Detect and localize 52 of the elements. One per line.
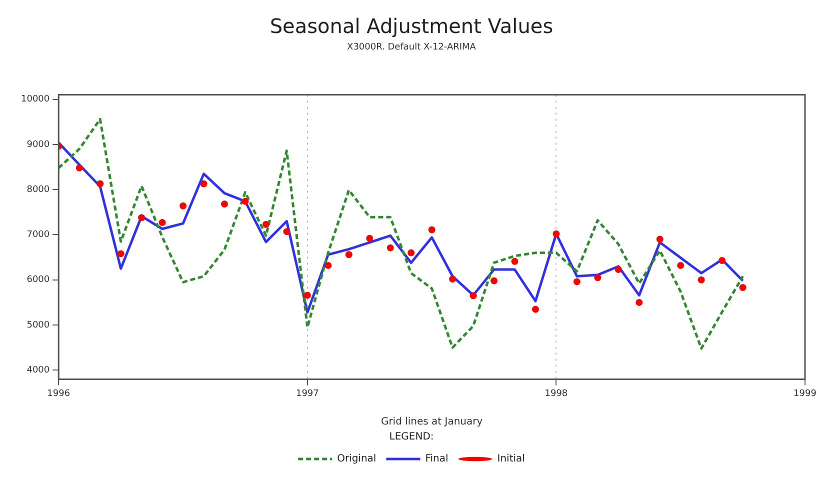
point: [636, 298, 643, 306]
point: [76, 164, 83, 172]
point: [490, 277, 498, 284]
point: [117, 250, 124, 258]
point: [180, 202, 187, 210]
chart-title: Seasonal Adjustment Values: [270, 14, 554, 38]
point: [511, 258, 518, 265]
point: [718, 256, 726, 264]
y-tick-label: 5000: [26, 320, 50, 330]
point: [698, 276, 705, 284]
point: [428, 226, 436, 234]
point: [304, 292, 311, 299]
point: [408, 249, 415, 256]
legend-label: Original: [337, 454, 376, 465]
legend-title: LEGEND:: [389, 432, 434, 443]
legend-label: Initial: [497, 454, 525, 465]
chart-subtitle: X3000R. Default X-12-ARIMA: [347, 42, 477, 53]
point: [324, 262, 332, 269]
point: [552, 230, 560, 238]
point: [96, 180, 104, 188]
point: [220, 200, 228, 208]
point: [200, 180, 208, 188]
y-tick-label: 6000: [26, 275, 50, 286]
x-tick-label: 1999: [794, 388, 817, 399]
point: [614, 266, 622, 274]
point: [158, 219, 166, 226]
y-tick-label: 9000: [26, 140, 50, 150]
point: [262, 220, 270, 228]
y-tick-label: 8000: [26, 184, 50, 195]
line-series: [58, 118, 744, 350]
point: [283, 228, 290, 236]
point: [138, 214, 146, 222]
point: [386, 244, 394, 252]
y-tick-label: 4000: [26, 366, 50, 376]
point: [656, 236, 664, 243]
legend-label: Final: [425, 454, 448, 465]
point: [242, 198, 249, 205]
x-tick-label: 1998: [544, 388, 568, 399]
point: [345, 251, 352, 258]
point: [573, 278, 580, 286]
point: [449, 275, 456, 282]
point: [532, 306, 539, 313]
y-tick-label: 10000: [20, 94, 50, 105]
x-tick-label: 1996: [47, 388, 70, 399]
point: [739, 284, 746, 292]
x-axis-title: Grid lines at January: [380, 416, 483, 428]
point: [594, 274, 602, 282]
point: [366, 234, 374, 242]
point: [470, 292, 477, 300]
point: [677, 262, 684, 269]
x-tick-label: 1997: [296, 388, 319, 399]
y-tick-label: 7000: [26, 230, 50, 240]
